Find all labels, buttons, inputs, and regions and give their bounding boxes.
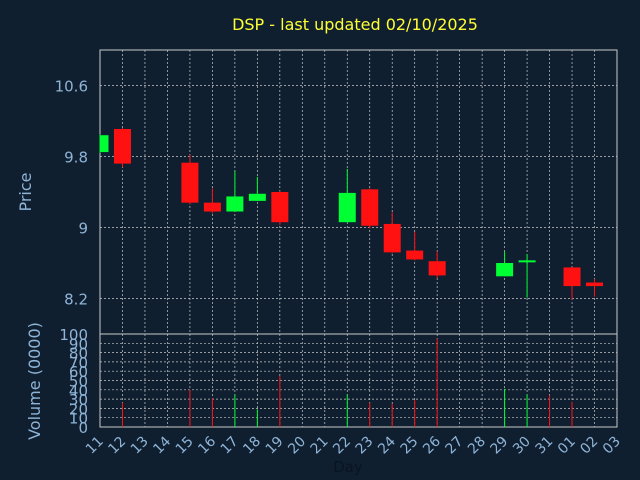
candle-body xyxy=(383,223,401,253)
volume-tick-label: 60 xyxy=(69,363,88,381)
candle-body xyxy=(338,192,356,223)
price-tick-label: 9 xyxy=(78,220,88,238)
volume-tick-label: 0 xyxy=(78,419,88,437)
price-axis-label: Price xyxy=(16,172,35,211)
price-tick-label: 9.8 xyxy=(64,149,88,167)
volume-bars xyxy=(121,338,573,427)
volume-tick-label: 80 xyxy=(69,345,88,363)
chart-title: DSP - last updated 02/10/2025 xyxy=(232,15,478,34)
candle-body xyxy=(518,260,536,263)
candle-body xyxy=(226,196,244,212)
volume-tick-label: 30 xyxy=(69,391,88,409)
day-axis-label: Day xyxy=(333,458,363,476)
candle-body xyxy=(203,202,221,212)
volume-tick-label: 50 xyxy=(69,373,88,391)
candle-body xyxy=(563,267,581,287)
volume-tick-label: 100 xyxy=(59,326,88,344)
candle-body xyxy=(248,193,266,201)
price-tick-label: 8.2 xyxy=(64,291,88,309)
volume-tick-label: 20 xyxy=(69,400,88,418)
candle-body xyxy=(428,261,446,276)
price-tick-label: 10.6 xyxy=(55,78,88,96)
price-panel: 10.6 9.8 9 8.2 Price xyxy=(16,49,618,335)
volume-tick-label: 10 xyxy=(69,410,88,428)
candle-body xyxy=(586,282,604,287)
volume-axis-label: Volume (0000) xyxy=(25,322,44,440)
volume-tick-label: 70 xyxy=(69,354,88,372)
volume-tick-label: 90 xyxy=(69,335,88,353)
candle-body xyxy=(496,263,514,277)
candle-body xyxy=(100,135,109,153)
price-tick-labels: 10.6 9.8 9 8.2 xyxy=(55,78,88,309)
candle-body xyxy=(361,189,379,226)
volume-tick-label: 40 xyxy=(69,382,88,400)
candle-body xyxy=(271,192,289,223)
candle-body xyxy=(406,250,424,260)
candle-body xyxy=(113,128,131,164)
candles xyxy=(99,128,604,300)
candle-body xyxy=(181,162,199,203)
